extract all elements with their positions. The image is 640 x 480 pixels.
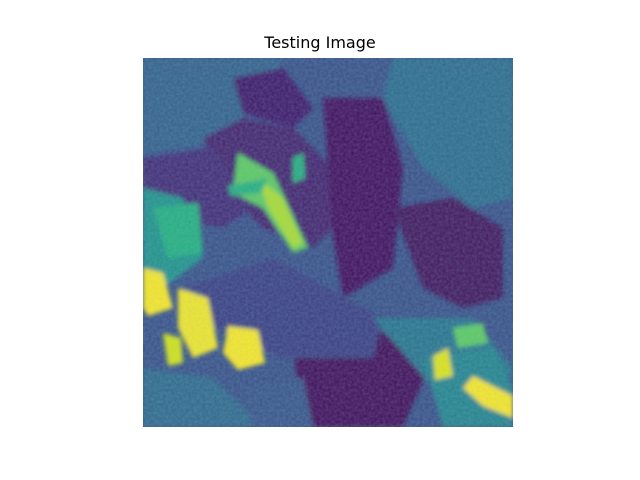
raster-image <box>143 58 513 427</box>
image-axes <box>143 58 513 427</box>
texture-overlay <box>143 58 513 427</box>
figure-title: Testing Image <box>264 33 376 52</box>
